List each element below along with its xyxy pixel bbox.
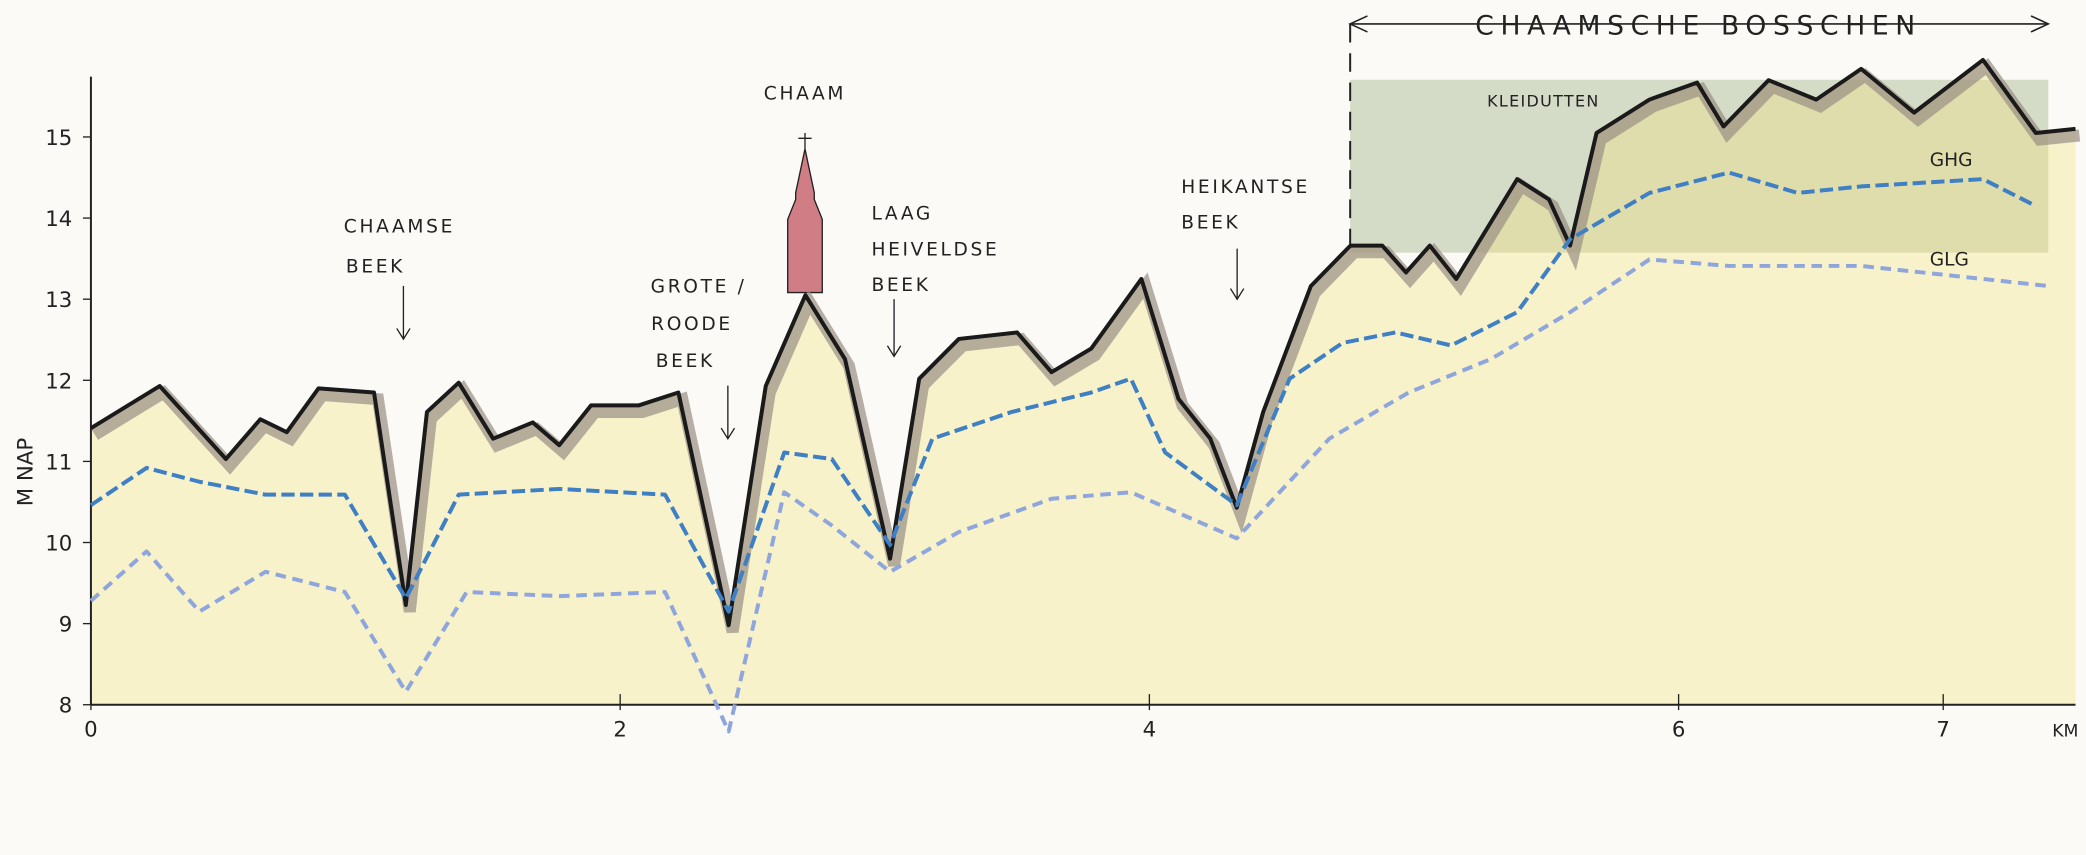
y-tick-label: 13 — [45, 288, 72, 313]
y-tick-label: 12 — [45, 369, 72, 394]
x-tick-label: 2 — [613, 718, 627, 743]
annotation: BEEK — [656, 351, 715, 372]
annotation: BEEK — [871, 275, 930, 296]
series-label: GHG — [1930, 150, 1973, 171]
series-label: GLG — [1930, 250, 1969, 271]
x-tick-label: 6 — [1672, 718, 1686, 743]
annotation: CHAAM — [764, 84, 846, 105]
x-tick-label: 0 — [84, 718, 98, 743]
annotation: KLEIDUTTEN — [1487, 91, 1600, 110]
church-icon — [787, 132, 823, 294]
annotation: BEEK — [346, 257, 405, 278]
annotation: ROODE — [651, 314, 733, 335]
series-line — [89, 170, 2037, 614]
y-tick-label: 8 — [59, 694, 73, 719]
arrow — [1229, 248, 1245, 301]
y-tick-label: 15 — [45, 126, 72, 151]
plot: 8 9 10 11 12 13 14 15 0 2 4 6 7 M NAP KM GHG GLG — [13, 57, 2081, 743]
x-axis-label: KM — [2052, 722, 2078, 742]
series-line — [89, 257, 2050, 734]
annotation: HEIKANTSE — [1181, 177, 1310, 198]
annotation: LAAG — [871, 203, 933, 224]
y-tick-label: 14 — [45, 207, 72, 232]
surface-shadow — [91, 58, 2081, 634]
x-tick-label: 4 — [1143, 718, 1157, 743]
arrow — [720, 385, 736, 441]
arrow — [886, 299, 902, 358]
series-line — [89, 57, 2076, 628]
annotation: HEIVELDSE — [871, 239, 999, 260]
surface-area — [90, 59, 2076, 705]
annotation: CHAAMSCHE BOSSCHEN — [1475, 11, 1922, 42]
y-tick-label: 11 — [45, 450, 72, 475]
annotation: BEEK — [1181, 213, 1240, 234]
y-tick-label: 9 — [59, 613, 73, 638]
annotation: CHAAMSE — [344, 217, 455, 238]
x-tick-label: 7 — [1936, 718, 1950, 743]
y-axis-label: M NAP — [13, 438, 38, 507]
annotation: GROTE / — [651, 277, 747, 298]
y-tick-label: 10 — [45, 531, 72, 556]
arrow — [396, 285, 411, 341]
